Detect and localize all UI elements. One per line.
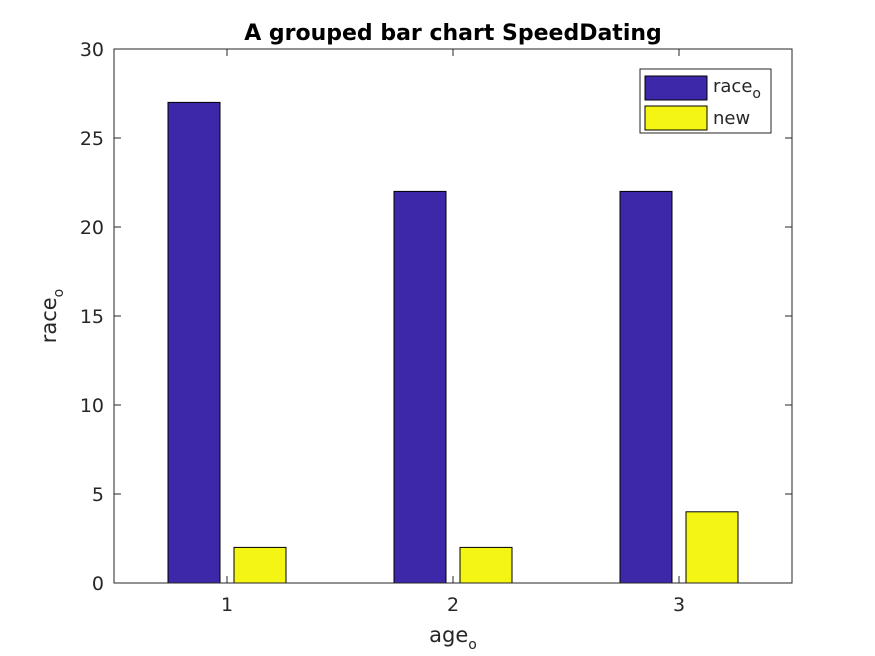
- x-tick-label: 2: [447, 594, 459, 616]
- y-tick-label: 30: [80, 39, 104, 61]
- bar-race-3: [619, 190, 673, 584]
- legend-label-race-subscript: o: [752, 86, 761, 102]
- bar-race-2: [393, 190, 447, 584]
- x-axis-label-subscript: o: [468, 637, 477, 653]
- y-tick-label: 10: [80, 395, 104, 417]
- x-tick-label: 1: [221, 594, 233, 616]
- legend-swatch-race: [644, 75, 708, 101]
- x-tick-label: 3: [673, 594, 685, 616]
- bar-race-1: [167, 101, 221, 584]
- y-tick-label: 0: [92, 573, 104, 595]
- legend-label-new: new: [713, 108, 750, 129]
- y-axis-label-base: race: [37, 297, 61, 343]
- legend: raceo new: [639, 68, 772, 134]
- y-tick-label: 5: [92, 484, 104, 506]
- y-tick-label: 20: [80, 217, 104, 239]
- chart-title: A grouped bar chart SpeedDating: [244, 21, 662, 46]
- bar-new-2: [459, 546, 513, 584]
- y-axis-label-subscript: o: [51, 289, 67, 298]
- plot-area: [114, 49, 792, 583]
- bars: [167, 101, 739, 584]
- bar-new-1: [233, 546, 287, 584]
- x-axis-label: ageo: [429, 623, 477, 653]
- axis-ticks: 0 5 10 15 20 25 30 1 2 3: [80, 39, 792, 616]
- y-axis-label: raceo: [37, 289, 67, 344]
- y-tick-label: 15: [80, 306, 104, 328]
- legend-label-race: raceo: [713, 76, 761, 102]
- y-tick-label: 25: [80, 128, 104, 150]
- x-axis-label-base: age: [429, 623, 468, 647]
- legend-swatch-new: [644, 105, 708, 131]
- bar-new-3: [685, 511, 739, 584]
- legend-label-race-base: race: [713, 76, 752, 97]
